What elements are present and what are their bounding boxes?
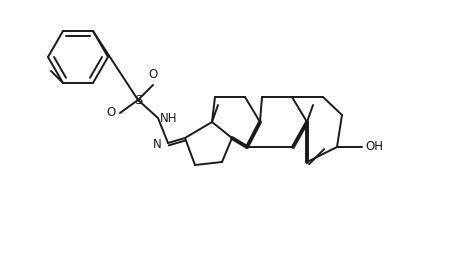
Text: O: O (148, 68, 158, 81)
Text: N: N (153, 138, 162, 151)
Text: NH: NH (160, 112, 177, 124)
Text: O: O (107, 107, 116, 120)
Text: S: S (134, 93, 142, 107)
Text: OH: OH (365, 140, 383, 154)
